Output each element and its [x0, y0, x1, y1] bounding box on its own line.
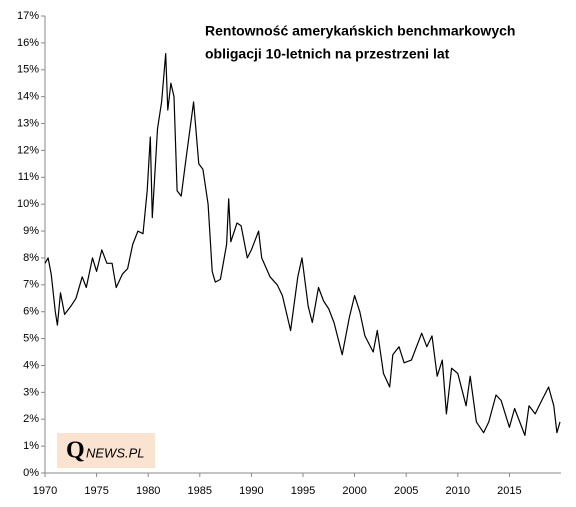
- x-tick-label: 1995: [291, 485, 315, 497]
- x-tick-label: 2010: [446, 485, 470, 497]
- y-tick-label: 8%: [23, 252, 39, 264]
- y-tick-label: 9%: [23, 225, 39, 237]
- x-tick-label: 1985: [188, 485, 212, 497]
- y-tick-label: 3%: [23, 386, 39, 398]
- x-tick-label: 2005: [394, 485, 418, 497]
- logo-box: [57, 433, 155, 468]
- logo-initial: Q: [66, 438, 85, 464]
- x-tick-label: 2000: [342, 485, 366, 497]
- x-tick-label: 1975: [84, 485, 108, 497]
- chart-title: Rentowność amerykańskich benchmarkowych: [205, 23, 515, 39]
- y-tick-label: 6%: [23, 306, 39, 318]
- y-tick-label: 5%: [23, 332, 39, 344]
- y-tick-label: 15%: [17, 64, 39, 76]
- x-tick-label: 2015: [497, 485, 521, 497]
- x-tick-label: 1990: [239, 485, 263, 497]
- y-tick-label: 4%: [23, 359, 39, 371]
- y-tick-label: 1%: [23, 440, 39, 452]
- line: [44, 53, 561, 436]
- y-tick-label: 14%: [17, 91, 39, 103]
- y-tick-label: 13%: [17, 117, 39, 129]
- y-tick-label: 2%: [23, 413, 39, 425]
- y-tick-label: 7%: [23, 279, 39, 291]
- logo-text: NEWS.PL: [86, 445, 145, 460]
- y-tick-label: 10%: [17, 198, 39, 210]
- y-tick-label: 17%: [17, 10, 39, 22]
- y-tick-label: 0%: [23, 467, 39, 479]
- x-tick-label: 1970: [33, 485, 57, 497]
- y-tick-label: 11%: [18, 171, 39, 183]
- x-tick-label: 1980: [136, 485, 160, 497]
- chart-title: obligacji 10-letnich na przestrzeni lat: [205, 46, 450, 62]
- y-tick-label: 12%: [17, 144, 39, 156]
- y-tick-label: 16%: [17, 37, 39, 49]
